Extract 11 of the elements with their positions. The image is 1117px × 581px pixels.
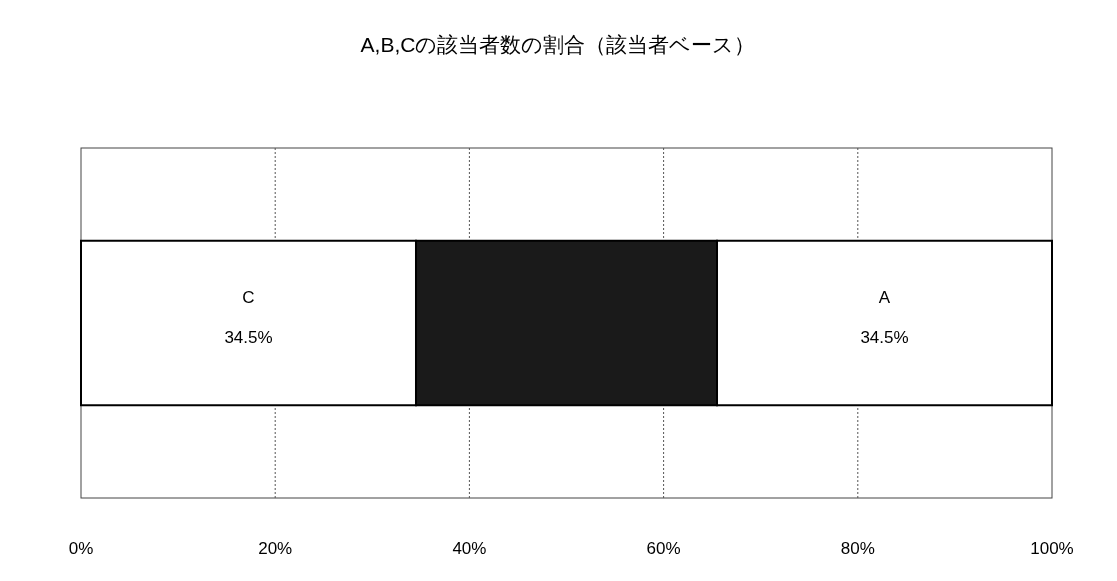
x-tick-label: 60% xyxy=(646,539,681,558)
series-label: C xyxy=(242,288,255,307)
x-tick-label: 100% xyxy=(1030,539,1074,558)
data-label: 34.5% xyxy=(860,328,909,347)
x-tick-label: 0% xyxy=(68,539,94,558)
x-tick-label: 80% xyxy=(840,539,875,558)
x-tick-label: 40% xyxy=(452,539,487,558)
x-tick-label: 20% xyxy=(258,539,293,558)
series-label: A xyxy=(878,288,891,307)
chart-title: A,B,Cの該当者数の割合（該当者ベース） xyxy=(360,33,756,56)
data-label: 34.5% xyxy=(224,328,273,347)
